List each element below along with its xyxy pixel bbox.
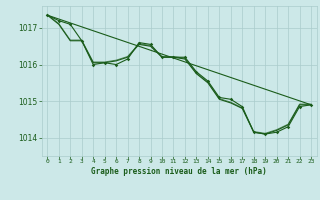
X-axis label: Graphe pression niveau de la mer (hPa): Graphe pression niveau de la mer (hPa): [91, 167, 267, 176]
